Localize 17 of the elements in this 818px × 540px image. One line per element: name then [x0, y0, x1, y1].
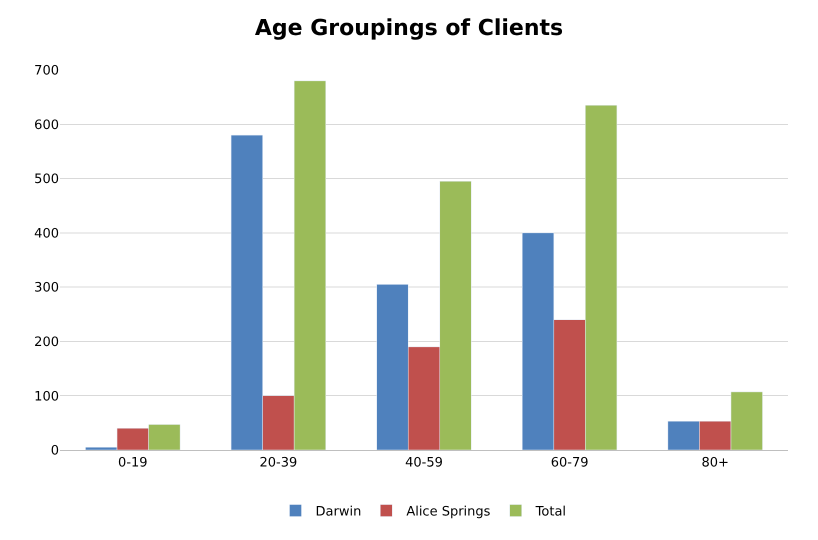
chart-title: Age Groupings of Clients	[254, 16, 564, 41]
y-tick-label: 700	[34, 64, 59, 79]
legend-label: Alice Springs	[406, 504, 491, 520]
x-tick-label: 40-59	[405, 456, 443, 471]
y-tick-label: 400	[34, 226, 59, 242]
x-tick-label: 0-19	[118, 456, 148, 471]
x-tick-label: 20-39	[260, 456, 298, 471]
legend-label: Darwin	[316, 504, 362, 520]
x-tick-label: 60-79	[550, 456, 588, 471]
y-tick-label: 200	[34, 334, 59, 350]
y-tick-label: 500	[34, 172, 59, 188]
y-tick-label: 0	[50, 444, 59, 459]
y-tick-label: 600	[34, 118, 59, 133]
x-tick-label: 80+	[701, 456, 729, 471]
y-tick-label: 300	[34, 280, 59, 296]
y-tick-label: 100	[34, 389, 59, 404]
legend-label: Total	[534, 504, 566, 520]
